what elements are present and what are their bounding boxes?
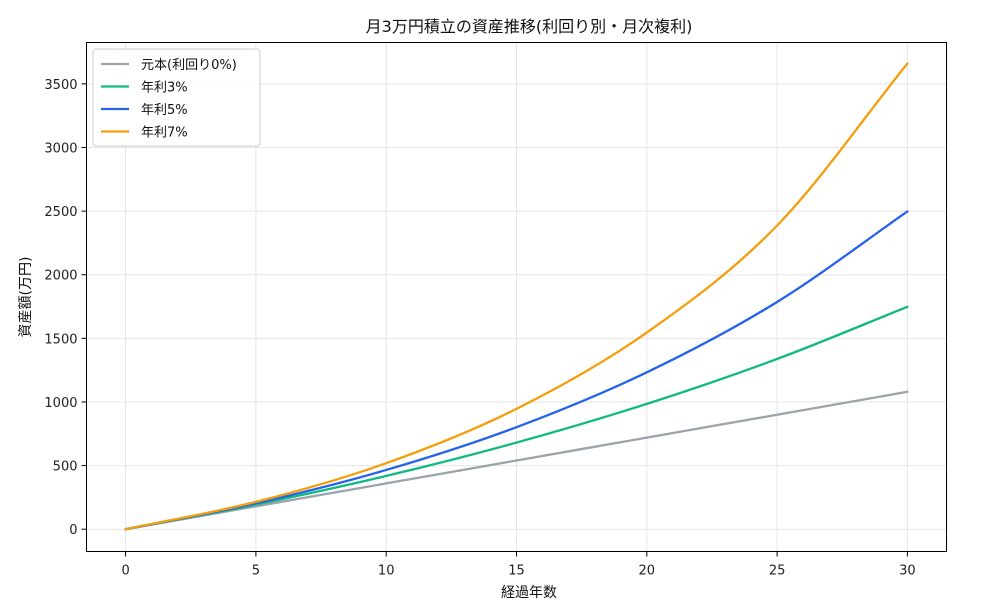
y-tick-label: 0	[69, 523, 77, 538]
y-tick-label: 1500	[44, 332, 77, 347]
legend-label: 元本(利回り0%)	[141, 58, 237, 73]
series-line-0	[124, 390, 909, 531]
x-tick-label: 10	[378, 564, 395, 579]
legend: 元本(利回り0%) 年利3% 年利5% 年利7%	[92, 48, 261, 147]
y-tick-label: 2000	[44, 269, 77, 284]
x-tick-label: 20	[639, 564, 656, 579]
series-line-2	[124, 210, 909, 531]
y-axis-label: 資産額(万円)	[18, 257, 34, 338]
y-tick-label: 500	[53, 460, 78, 475]
x-tick-label: 15	[508, 564, 525, 579]
legend-label: 年利3%	[141, 81, 188, 96]
y-tick-label: 2500	[44, 205, 77, 220]
grid	[86, 42, 947, 552]
chart-title: 月3万円積立の資産推移(利回り別・月次複利)	[366, 17, 693, 36]
y-tick-label: 3500	[44, 78, 77, 93]
y-tick-label: 1000	[44, 396, 77, 411]
x-tick-label: 30	[899, 564, 916, 579]
y-axis: 0 500 1000 1500 2000 2500 3000 3500	[44, 78, 87, 538]
legend-box	[92, 48, 261, 147]
series-lines	[124, 62, 909, 531]
x-axis: 0 5 10 15 20 25 30	[121, 551, 916, 579]
y-tick-label: 3000	[44, 141, 77, 156]
series-line-3	[124, 62, 909, 531]
x-tick-label: 5	[252, 564, 260, 579]
x-axis-label: 経過年数	[501, 585, 557, 601]
legend-label: 年利5%	[141, 103, 188, 118]
x-tick-label: 0	[121, 564, 129, 579]
x-tick-label: 25	[769, 564, 786, 579]
series-line-1	[124, 305, 909, 531]
legend-label: 年利7%	[141, 126, 188, 141]
